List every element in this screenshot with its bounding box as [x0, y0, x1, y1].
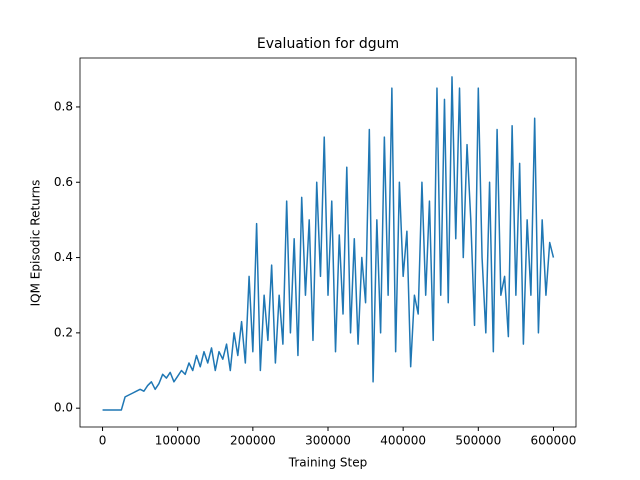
x-tick-label: 100000	[155, 434, 201, 448]
plot-frame	[79, 57, 577, 428]
y-tick-label: 0.8	[54, 99, 73, 113]
y-tick-label: 0.4	[54, 250, 73, 264]
x-tick-label: 400000	[380, 434, 426, 448]
y-tick-label: 0.0	[54, 401, 73, 415]
x-tick-label: 500000	[455, 434, 501, 448]
y-axis-label: IQM Episodic Returns	[29, 180, 43, 307]
x-tick-label: 600000	[531, 434, 577, 448]
chart-title: Evaluation for dgum	[257, 36, 399, 52]
x-axis-label: Training Step	[288, 456, 368, 470]
x-tick-label: 0	[99, 434, 107, 448]
y-tick-label: 0.6	[54, 175, 73, 189]
x-tick-label: 200000	[230, 434, 276, 448]
y-tick-label: 0.2	[54, 325, 73, 339]
x-tick-label: 300000	[305, 434, 351, 448]
data-line	[102, 76, 555, 411]
